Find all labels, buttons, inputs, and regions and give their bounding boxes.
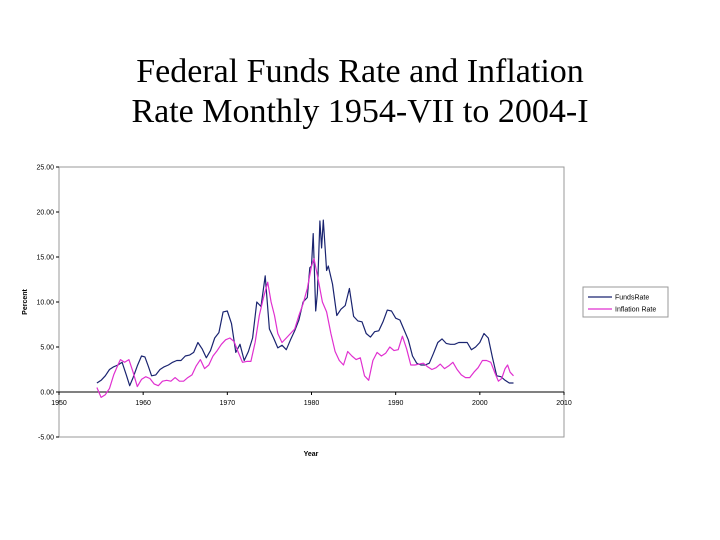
x-axis: 1950 1960 1970 1980 1990 2000 2010 xyxy=(51,392,572,407)
y-tick-label: 15.00 xyxy=(36,255,54,262)
x-axis-title: Year xyxy=(304,451,319,458)
y-axis: -5.00 0.00 5.00 10.00 15.00 20.00 25.00 xyxy=(36,165,59,442)
series-lines xyxy=(96,219,514,398)
legend-label-funds-rate: FundsRate xyxy=(615,295,649,302)
x-tick-label: 1990 xyxy=(388,400,404,407)
slide-title-line2: Rate Monthly 1954-VII to 2004-I xyxy=(131,93,589,130)
y-tick-label: 25.00 xyxy=(36,165,54,172)
x-tick-label: 2010 xyxy=(556,400,572,407)
y-tick-label: 10.00 xyxy=(36,300,54,307)
slide-title-line1: Federal Funds Rate and Inflation xyxy=(136,53,584,90)
legend-box xyxy=(582,286,669,318)
x-tick-label: 1960 xyxy=(135,400,151,407)
legend-label-inflation-rate: Inflation Rate xyxy=(615,307,656,314)
y-axis-title: Percent xyxy=(22,288,29,314)
x-tick-label: 1950 xyxy=(51,400,67,407)
y-tick-label: 0.00 xyxy=(40,390,54,397)
slide-title: Federal Funds Rate and Inflation Rate Mo… xyxy=(40,52,680,132)
x-tick-label: 1980 xyxy=(304,400,320,407)
y-tick-label: 5.00 xyxy=(40,345,54,352)
x-tick-label: 2000 xyxy=(472,400,488,407)
y-tick-label: 20.00 xyxy=(36,210,54,217)
y-tick-label: -5.00 xyxy=(38,435,54,442)
x-tick-label: 1970 xyxy=(220,400,236,407)
plot-area xyxy=(58,166,565,438)
series-line-funds-rate xyxy=(96,219,514,387)
legend: FundsRate Inflation Rate xyxy=(582,286,669,318)
series-line-inflation-rate xyxy=(96,258,514,398)
